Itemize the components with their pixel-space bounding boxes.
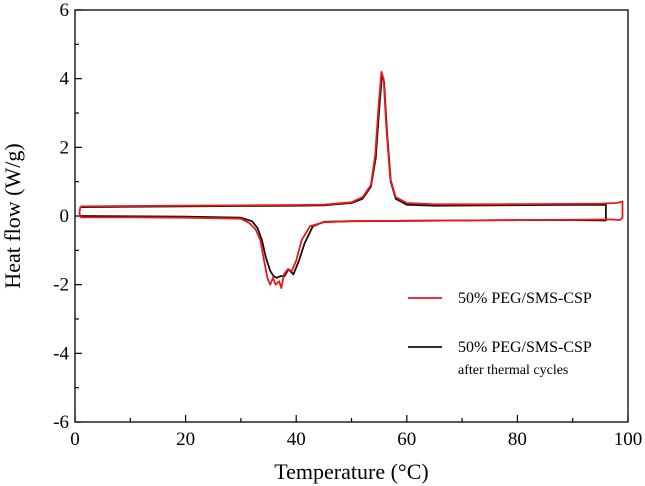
legend-label: 50% PEG/SMS-CSP [458, 290, 592, 307]
legend: 50% PEG/SMS-CSP 50% PEG/SMS-CSP after ther… [408, 290, 592, 378]
y-tick-label: 4 [60, 69, 70, 90]
y-tick-label: -6 [53, 412, 69, 433]
y-axis-title: Heat flow (W/g) [0, 143, 25, 288]
x-tick-label: 80 [508, 429, 527, 450]
legend-sublabel: after thermal cycles [458, 363, 568, 378]
series-curves [78, 70, 624, 289]
x-tick-label: 100 [614, 429, 643, 450]
y-tick-label: 0 [60, 206, 70, 227]
legend-label: 50% PEG/SMS-CSP [458, 339, 592, 356]
x-axis-title: Temperature (°C) [274, 459, 428, 484]
y-tick-label: -4 [53, 343, 69, 364]
x-tick-label: 20 [176, 429, 195, 450]
y-tick-label: -2 [53, 275, 69, 296]
y-tick-label: 6 [60, 0, 70, 21]
x-tick-label: 0 [70, 429, 80, 450]
series-line-after-cycles [80, 74, 607, 279]
x-tick-label: 40 [287, 429, 306, 450]
axis-ticks: 0 20 40 60 80 100 -6 -4 -2 0 2 4 6 [53, 0, 642, 450]
series-line-original [78, 70, 624, 289]
y-tick-label: 2 [60, 137, 70, 158]
x-tick-label: 60 [397, 429, 416, 450]
